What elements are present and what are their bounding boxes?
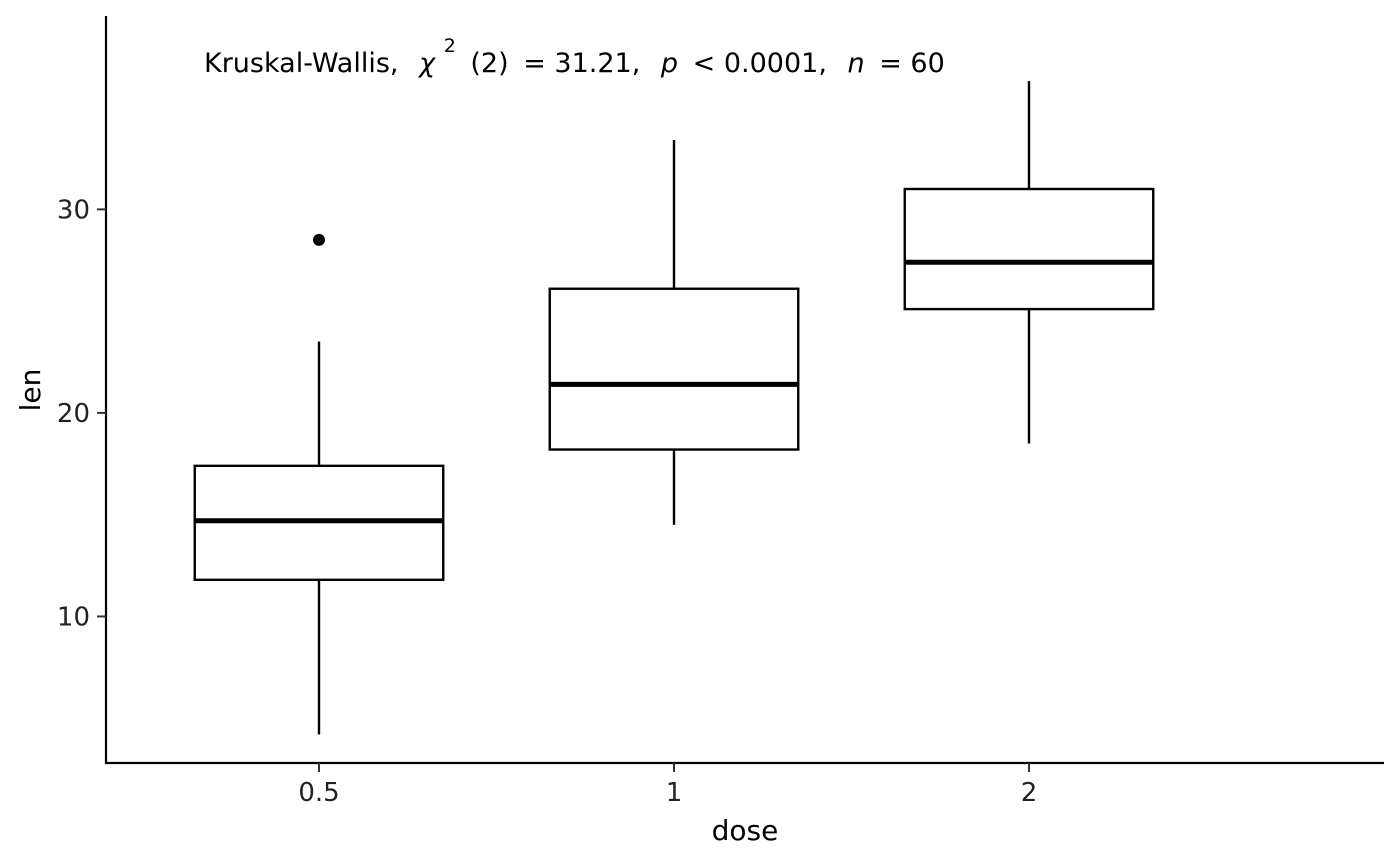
box-0.5 <box>193 233 445 735</box>
x-tick-label-0.5: 0.5 <box>298 778 339 808</box>
annotation-n-value: = 60 <box>879 48 945 79</box>
iqr-box <box>903 187 1155 311</box>
x-tick-label-1: 1 <box>666 778 683 808</box>
annotation-chi-exp: 2 <box>444 35 456 57</box>
y-tick-label-30: 30 <box>57 195 90 225</box>
y-tick-label-10: 10 <box>57 602 90 632</box>
annotation-chi: χ <box>417 48 436 79</box>
stat-annotation: Kruskal-Wallis, χ 2 (2) = 31.21, p < 0.0… <box>204 28 945 79</box>
y-axis-title: len <box>14 369 47 412</box>
outlier-point-0 <box>313 233 325 246</box>
box-1 <box>548 140 800 525</box>
annotation-test: Kruskal-Wallis, <box>204 48 399 79</box>
annotation-p: p <box>660 48 678 79</box>
x-axis-title: dose <box>712 814 779 847</box>
annotation-p-value: < 0.0001, <box>693 48 827 79</box>
annotation-stat: = 31.21, <box>523 48 640 79</box>
box-2 <box>903 81 1155 444</box>
iqr-box <box>548 287 800 451</box>
y-ticks: 10 20 30 <box>57 195 106 632</box>
annotation-n: n <box>848 48 865 79</box>
x-tick-label-2: 2 <box>1021 778 1038 808</box>
y-tick-label-20: 20 <box>57 399 90 429</box>
x-ticks: 0.5 1 2 <box>298 763 1037 808</box>
annotation-df: (2) <box>470 48 508 79</box>
boxes <box>193 81 1155 735</box>
